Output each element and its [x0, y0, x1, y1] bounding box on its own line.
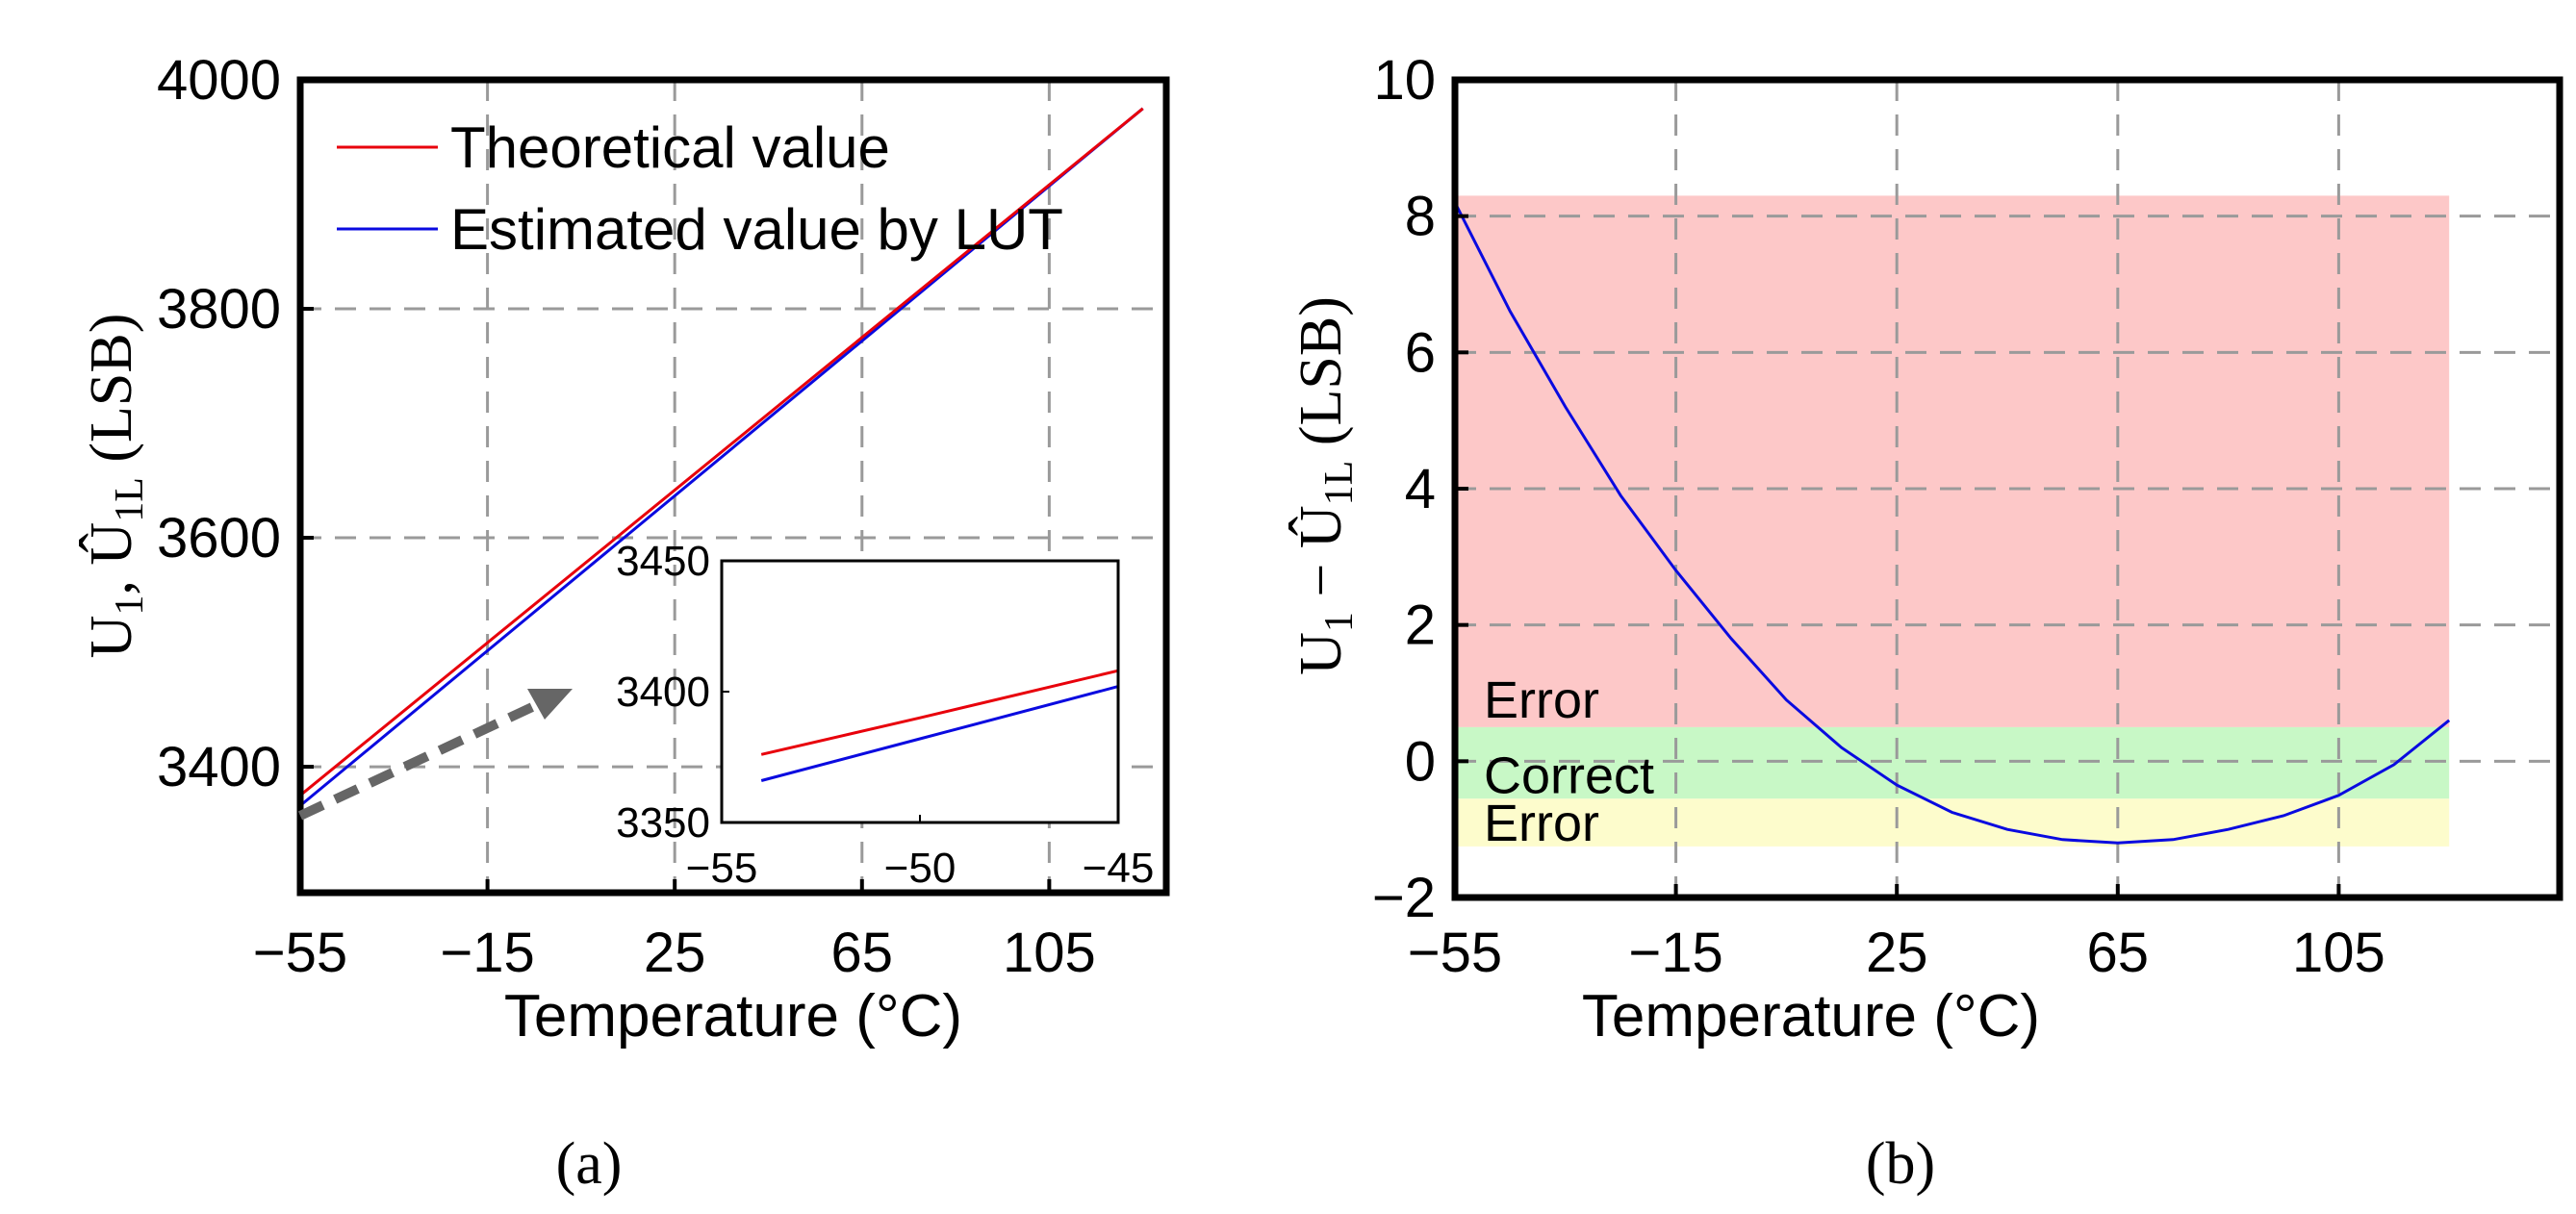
inset-y-tick-label: 3400: [616, 669, 710, 716]
panel-a-frame: [296, 76, 1170, 897]
y-tick-label: 10: [1373, 49, 1436, 112]
region-band: [1455, 798, 2450, 847]
y-tick-label: 0: [1405, 730, 1436, 793]
inset-x-tick-label: −50: [884, 845, 956, 892]
series-line: [299, 107, 1144, 797]
x-tick-label: −15: [1628, 922, 1722, 984]
series-line: [1453, 201, 2451, 845]
x-tick-label: 105: [2292, 922, 2385, 984]
region-label: Correct: [1484, 746, 1654, 804]
legend-label-estimated: Estimated value by LUT: [450, 197, 1063, 262]
inset-x-tick-label: −45: [1083, 845, 1155, 892]
y-tick-label: 3800: [157, 278, 281, 341]
inset-series-line: [760, 685, 1119, 782]
y-tick-label: 3600: [157, 507, 281, 569]
inset-y-tick-label: 3450: [616, 538, 710, 585]
y-tick-label: 6: [1405, 321, 1436, 384]
region-band: [1455, 195, 2450, 727]
legend: Theoretical value Estimated value by LUT: [337, 115, 1063, 262]
x-tick-label: 65: [2087, 922, 2150, 984]
x-tick-label: −15: [440, 922, 534, 984]
y-tick-label: 8: [1405, 186, 1436, 248]
legend-label-theoretical: Theoretical value: [450, 115, 890, 180]
y-tick-label: −2: [1372, 867, 1436, 929]
region-label: Error: [1484, 795, 1599, 852]
inset-pointer-arrow: [297, 689, 573, 821]
region-label: Error: [1484, 671, 1599, 729]
panel-a-label: (a): [556, 1131, 623, 1197]
panel-b-label: (b): [1866, 1131, 1935, 1197]
y-tick-label: 2: [1405, 594, 1436, 657]
inset-x-tick-label: −55: [686, 845, 758, 892]
y-tick-label: 3400: [157, 736, 281, 798]
x-tick-label: 25: [644, 922, 706, 984]
x-tick-label: −55: [253, 922, 347, 984]
y-tick-label: 4: [1405, 458, 1436, 520]
svg-text:U1, Û1L (LSB): U1, Û1L (LSB): [79, 314, 152, 659]
inset-series-line: [760, 669, 1119, 756]
inset-chart: −55 −50 −45 3350 3400 3450: [616, 538, 1154, 892]
y-tick-label: 4000: [157, 49, 281, 112]
panel-a-y-axis-label: U1, Û1L (LSB): [79, 314, 152, 659]
x-tick-label: 25: [1866, 922, 1928, 984]
panel-a-x-axis-label: Temperature (°C): [504, 983, 962, 1050]
x-tick-label: 105: [1003, 922, 1096, 984]
panel-a-chart: −55 −15 25 65 105 3400 3600 3800 4000 Theoretica…: [79, 49, 1170, 1197]
panel-b-x-axis-label: Temperature (°C): [1582, 983, 2040, 1050]
svg-text:U1 − Û1L (LSB): U1 − Û1L (LSB): [1288, 296, 1362, 675]
x-tick-label: 65: [831, 922, 894, 984]
region-band: [1455, 726, 2450, 799]
panel-b-y-axis-label: U1 − Û1L (LSB): [1288, 296, 1362, 675]
inset-y-tick-label: 3350: [616, 799, 710, 847]
x-tick-label: −55: [1408, 922, 1502, 984]
